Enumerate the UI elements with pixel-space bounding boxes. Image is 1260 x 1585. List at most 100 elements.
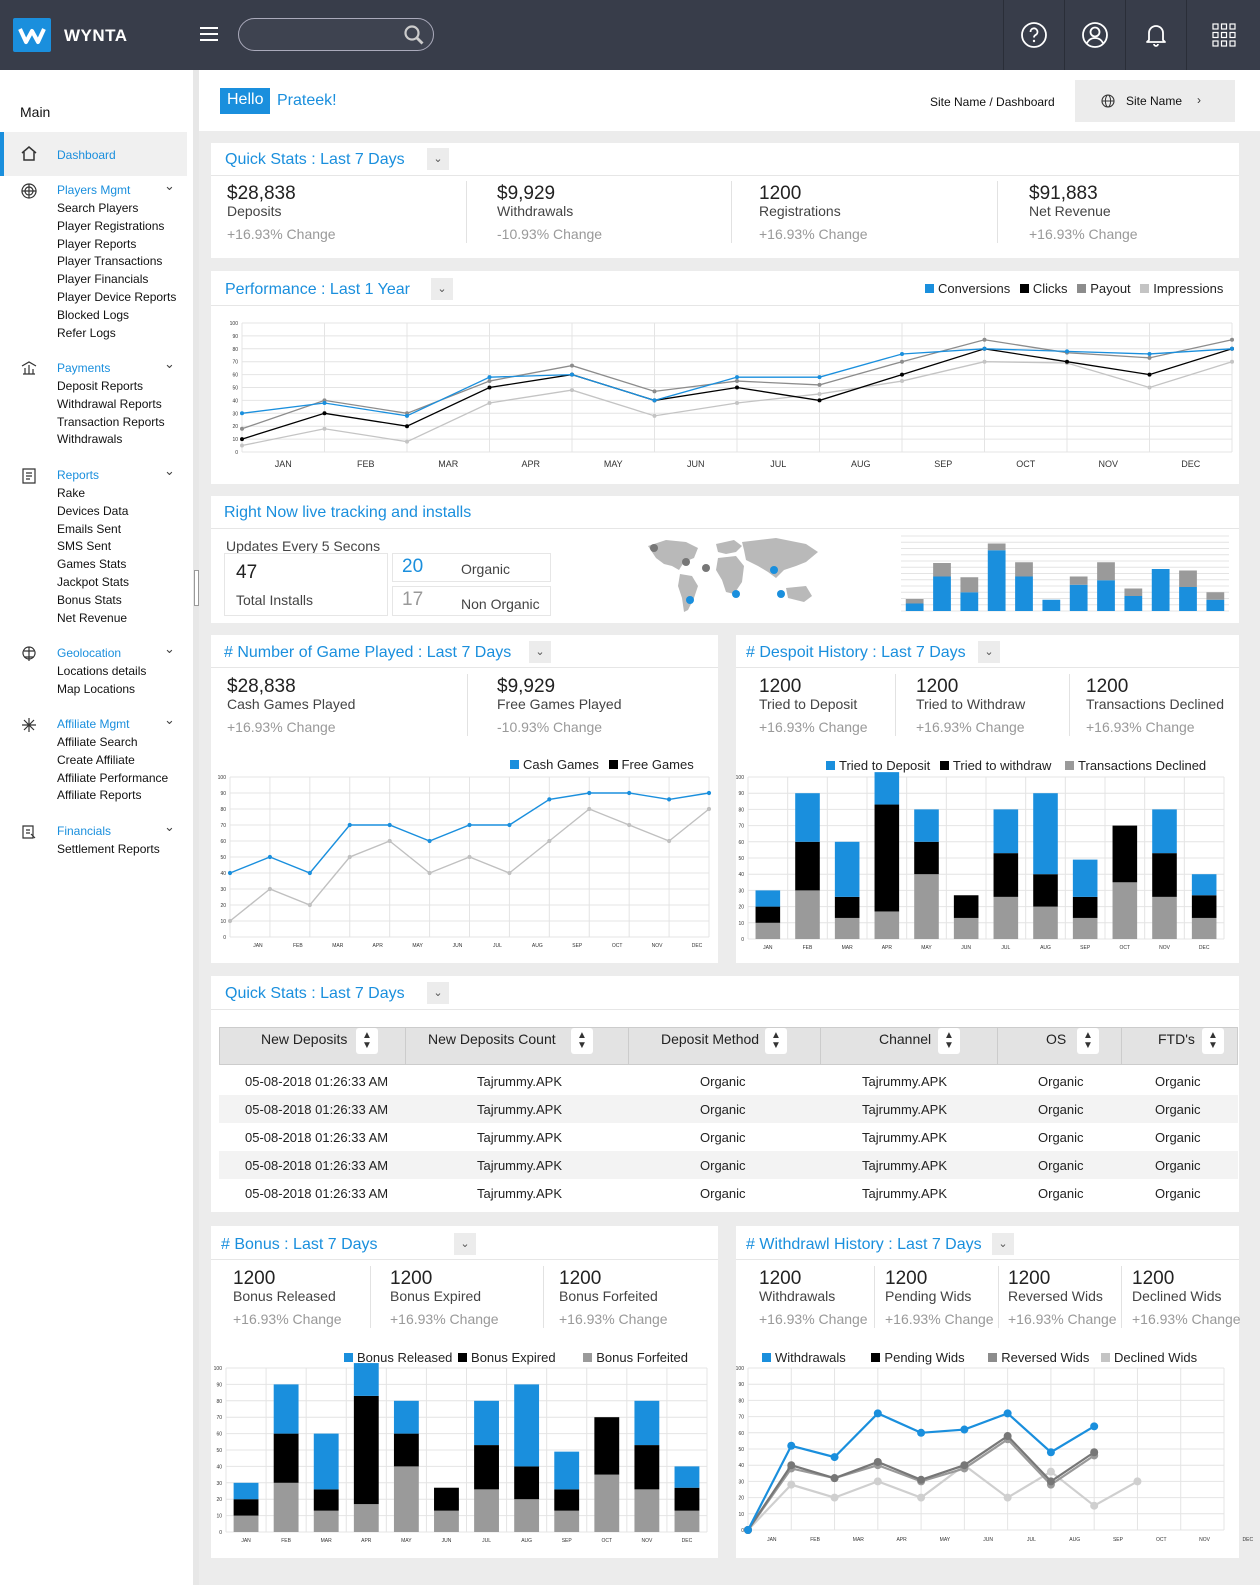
sidebar-group-label[interactable]: Financials: [57, 824, 111, 838]
sidebar-item[interactable]: Jackpot Stats: [57, 575, 129, 589]
user-icon[interactable]: [1064, 0, 1125, 70]
games-played-dropdown[interactable]: ⌄: [529, 641, 551, 663]
sidebar-item[interactable]: Blocked Logs: [57, 308, 129, 322]
x-tick-label: NOV: [1098, 459, 1118, 469]
sidebar-group-label[interactable]: Affiliate Mgmt: [57, 717, 129, 731]
divider: [467, 674, 468, 736]
x-tick-label: MAY: [604, 459, 623, 469]
chevron-down-icon[interactable]: ⌄: [164, 178, 175, 194]
sidebar-item[interactable]: Affiliate Search: [57, 735, 138, 749]
sidebar-dashboard-label[interactable]: Dashboard: [57, 148, 116, 162]
divider: [211, 305, 1239, 306]
sidebar-item[interactable]: Player Device Reports: [57, 290, 176, 304]
live-installs-chart: [893, 533, 1233, 619]
divider: [997, 181, 998, 243]
table-dropdown[interactable]: ⌄: [427, 982, 449, 1004]
sidebar-item[interactable]: Withdrawals: [57, 432, 122, 446]
search-icon[interactable]: [403, 24, 425, 46]
sidebar-group-label[interactable]: Payments: [57, 361, 110, 375]
chevron-down-icon[interactable]: ⌄: [164, 819, 175, 835]
financials-icon: [20, 823, 38, 846]
help-icon[interactable]: [1003, 0, 1064, 70]
bar-segment: [594, 1475, 619, 1532]
chevron-down-icon[interactable]: ⌄: [164, 463, 175, 479]
sidebar-group-label[interactable]: Geolocation: [57, 646, 121, 660]
sidebar-item[interactable]: Affiliate Reports: [57, 788, 142, 802]
sidebar-item[interactable]: Locations details: [57, 664, 146, 678]
legend-swatch: [925, 284, 934, 293]
data-point: [917, 1476, 925, 1484]
sidebar-item[interactable]: Rake: [57, 486, 85, 500]
stat-value: 1200: [390, 1268, 432, 1290]
performance-legend: Conversions Clicks Payout Impressions: [925, 281, 1223, 296]
search-input[interactable]: [238, 18, 434, 51]
table-header-cell[interactable]: Channel: [879, 1031, 931, 1047]
menu-icon[interactable]: [200, 27, 218, 41]
data-point: [667, 797, 671, 801]
quick-stats-dropdown[interactable]: ⌄: [427, 148, 449, 170]
chevron-down-icon[interactable]: ⌄: [164, 641, 175, 657]
sidebar-item[interactable]: Refer Logs: [57, 326, 116, 340]
legend-swatch: [1077, 284, 1086, 293]
table-header-cell[interactable]: FTD's: [1158, 1031, 1195, 1047]
games-legend: Cash Games Free Games: [510, 757, 694, 772]
games-played-title: # Number of Game Played : Last 7 Days: [224, 644, 511, 662]
apps-grid-icon[interactable]: [1186, 0, 1260, 70]
sort-icon[interactable]: ▲ ▼: [1077, 1028, 1099, 1054]
sidebar-group-label[interactable]: Players Mgmt: [57, 183, 130, 197]
sidebar-item[interactable]: Player Financials: [57, 272, 148, 286]
bar-segment: [914, 842, 939, 874]
sort-icon[interactable]: ▲ ▼: [765, 1028, 787, 1054]
chevron-down-icon[interactable]: ⌄: [164, 356, 175, 372]
data-point: [240, 444, 244, 448]
performance-dropdown[interactable]: ⌄: [431, 278, 453, 300]
sidebar-item[interactable]: Devices Data: [57, 504, 128, 518]
stat-value: 1200: [885, 1268, 927, 1290]
sort-icon[interactable]: ▲ ▼: [1202, 1028, 1224, 1054]
sidebar-item[interactable]: Player Registrations: [57, 219, 164, 233]
sidebar-item[interactable]: Settlement Reports: [57, 842, 160, 856]
deposit-history-dropdown[interactable]: ⌄: [978, 641, 1000, 663]
table-header-cell[interactable]: New Deposits Count: [428, 1031, 556, 1047]
sidebar-item[interactable]: Create Affiliate: [57, 753, 135, 767]
breadcrumb[interactable]: Site Name / Dashboard: [930, 95, 1055, 109]
table-header-cell[interactable]: OS: [1046, 1031, 1066, 1047]
withdrawl-history-dropdown[interactable]: ⌄: [992, 1233, 1014, 1255]
sidebar-item[interactable]: Search Players: [57, 201, 138, 215]
sidebar-item[interactable]: Player Transactions: [57, 254, 162, 268]
sidebar-item[interactable]: Games Stats: [57, 557, 126, 571]
sidebar-item[interactable]: Map Locations: [57, 682, 135, 696]
sidebar-item[interactable]: Player Reports: [57, 237, 136, 251]
bar-segment: [835, 918, 860, 939]
sidebar-item[interactable]: Affiliate Performance: [57, 771, 168, 785]
sidebar-item[interactable]: SMS Sent: [57, 539, 111, 553]
chevron-down-icon[interactable]: ⌄: [164, 712, 175, 728]
sort-icon[interactable]: ▲ ▼: [938, 1028, 960, 1054]
data-point: [388, 823, 392, 827]
data-point: [547, 797, 551, 801]
sort-icon[interactable]: ▲ ▼: [571, 1028, 593, 1054]
x-tick-label: JAN: [241, 1538, 251, 1544]
x-tick-label: OCT: [1156, 1537, 1167, 1543]
table-header-cell[interactable]: New Deposits: [261, 1031, 347, 1047]
bonus-dropdown[interactable]: ⌄: [454, 1233, 476, 1255]
bell-icon[interactable]: [1125, 0, 1186, 70]
bar-segment: [1152, 897, 1177, 939]
stat-label: Pending Wids: [885, 1288, 971, 1304]
sort-icon[interactable]: ▲ ▼: [356, 1028, 378, 1054]
site-select-button[interactable]: Site Name ›: [1075, 80, 1235, 122]
bar-segment: [1070, 585, 1088, 611]
sidebar-item[interactable]: Emails Sent: [57, 522, 121, 536]
deposit-history-legend: Tried to Deposit Tried to withdraw Trans…: [826, 758, 1206, 773]
table-header-cell[interactable]: Deposit Method: [661, 1031, 759, 1047]
sidebar-item[interactable]: Net Revenue: [57, 611, 127, 625]
sidebar-group-label[interactable]: Reports: [57, 468, 99, 482]
sidebar-item[interactable]: Withdrawal Reports: [57, 397, 162, 411]
globe-icon: [1101, 94, 1115, 108]
stat-label: Deposits: [227, 203, 281, 219]
bar-segment: [394, 1401, 419, 1434]
sidebar-item[interactable]: Transaction Reports: [57, 415, 165, 429]
sidebar-item[interactable]: Deposit Reports: [57, 379, 143, 393]
sidebar-item[interactable]: Bonus Stats: [57, 593, 122, 607]
y-tick-label: 60: [738, 840, 744, 846]
